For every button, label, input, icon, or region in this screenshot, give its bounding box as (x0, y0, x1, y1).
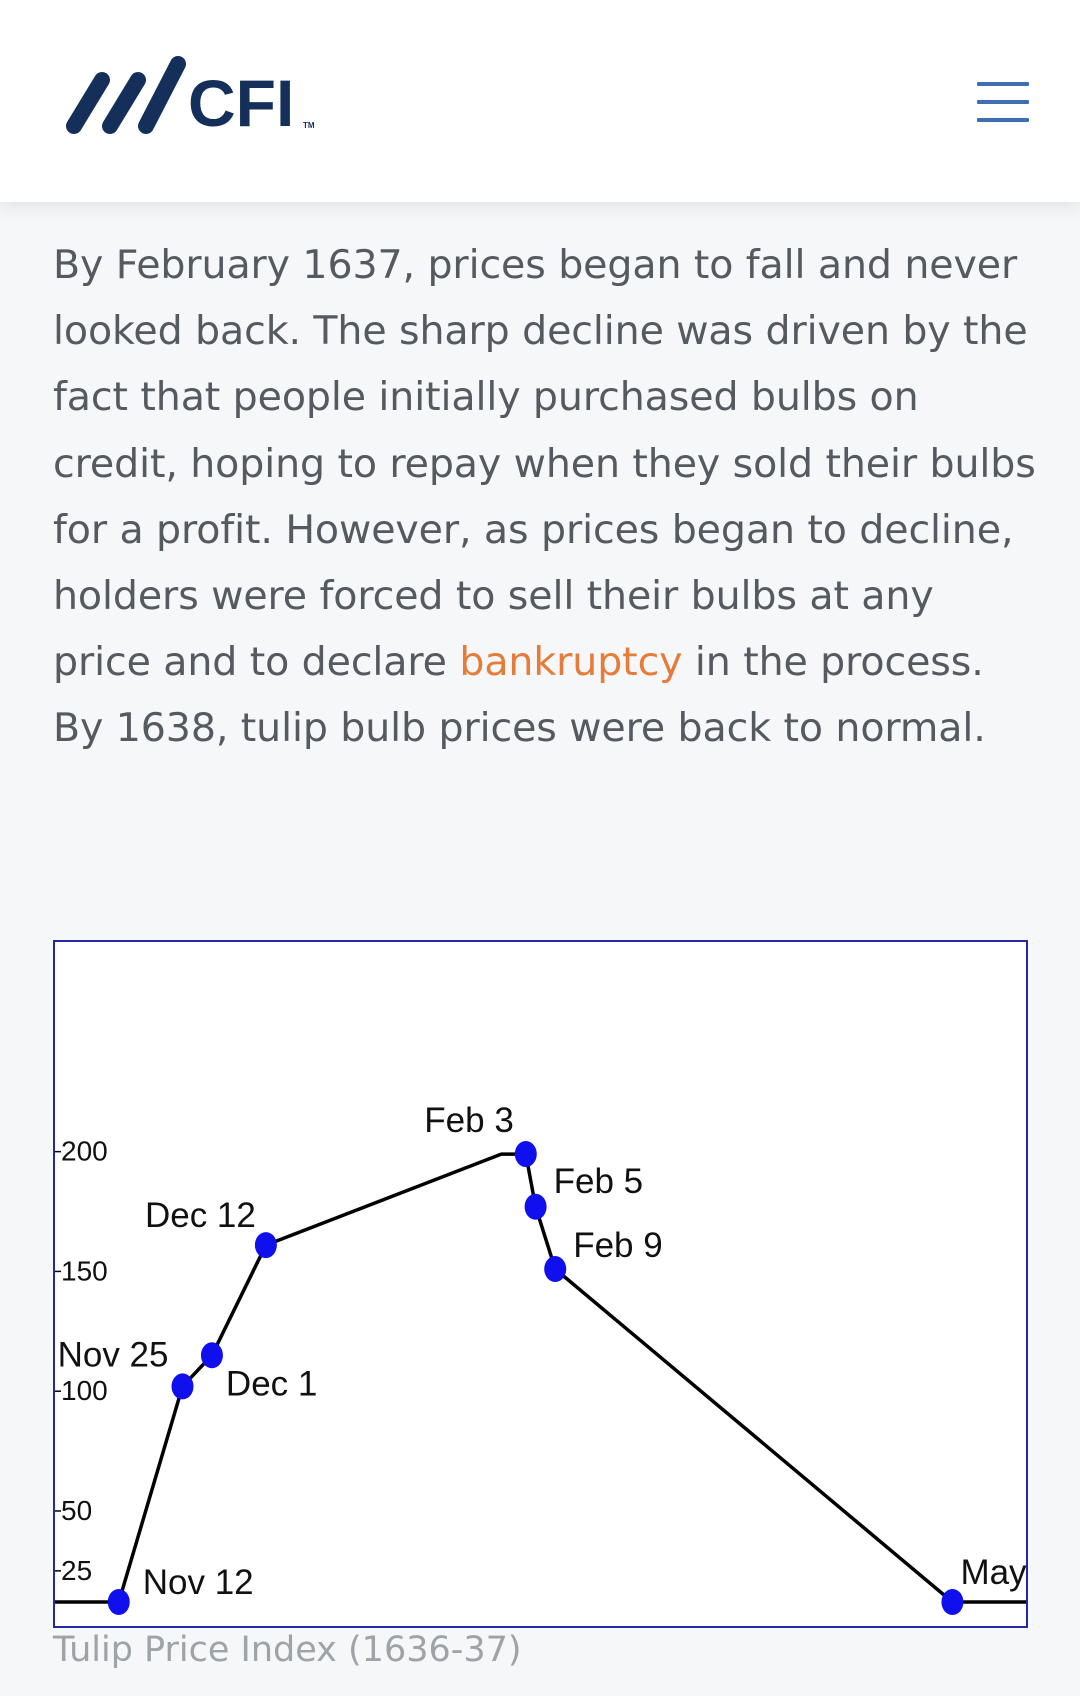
y-tick-label: 150 (61, 1255, 108, 1286)
bankruptcy-link[interactable]: bankruptcy (459, 639, 683, 686)
hamburger-menu-icon[interactable] (974, 78, 1030, 126)
point-label-may-1: May 1 (960, 1553, 1026, 1592)
logo-trademark: TM (303, 121, 315, 130)
menu-bar-middle (977, 100, 1029, 104)
point-label-feb-9: Feb 9 (573, 1226, 663, 1265)
paragraph-text-start: By February 1637, prices began to fall a… (53, 242, 1036, 686)
article-paragraph: By February 1637, prices began to fall a… (53, 232, 1043, 762)
point-labels: Nov 12 Nov 25 Dec 1 Dec 12 Feb 3 Feb 5 Feb 9 Ma… (58, 1101, 1026, 1602)
data-point-may-1 (941, 1589, 964, 1615)
point-label-nov-25: Nov 25 (58, 1335, 169, 1374)
data-point-feb-3 (514, 1141, 537, 1168)
chart-svg: 25 50 100 150 200 Nov 12 Nov 25 Dec 1 Dec 12 Feb… (55, 1101, 1026, 1615)
logo-wordmark: CFI (188, 66, 294, 140)
menu-bar-top (977, 82, 1029, 86)
y-tick-label: 25 (61, 1555, 92, 1586)
data-point-feb-5 (524, 1193, 547, 1220)
point-label-dec-12: Dec 12 (145, 1196, 256, 1235)
cfi-logo[interactable]: CFI TM (60, 56, 360, 152)
y-axis-ticks: 25 50 100 150 200 (55, 1136, 108, 1586)
point-label-feb-5: Feb 5 (554, 1162, 644, 1201)
point-label-nov-12: Nov 12 (143, 1563, 254, 1602)
price-series (55, 1152, 1026, 1604)
paragraph-text-end: in the process. By 1638, tulip bulb pric… (53, 639, 986, 752)
price-points (107, 1141, 964, 1615)
y-tick-label: 200 (61, 1136, 108, 1167)
point-label-feb-3: Feb 3 (424, 1101, 514, 1140)
logo-stripes-icon (66, 56, 186, 134)
point-label-dec-1: Dec 1 (226, 1364, 317, 1403)
y-tick-label: 100 (61, 1375, 108, 1406)
tulip-price-chart: 25 50 100 150 200 Nov 12 Nov 25 Dec 1 Dec 12 Feb… (53, 940, 1028, 1628)
data-point-dec-12 (254, 1232, 277, 1259)
data-point-nov-25 (171, 1373, 194, 1400)
y-tick-label: 50 (61, 1495, 92, 1526)
data-point-feb-9 (544, 1256, 567, 1283)
site-header: CFI TM (0, 0, 1080, 202)
chart-caption: Tulip Price Index (1636-37) (53, 1630, 522, 1670)
series-line (55, 1152, 1026, 1604)
article-content: By February 1637, prices began to fall a… (53, 232, 1043, 762)
data-point-dec-1 (200, 1342, 223, 1369)
data-point-nov-12 (107, 1589, 130, 1615)
menu-bar-bottom (977, 118, 1029, 122)
